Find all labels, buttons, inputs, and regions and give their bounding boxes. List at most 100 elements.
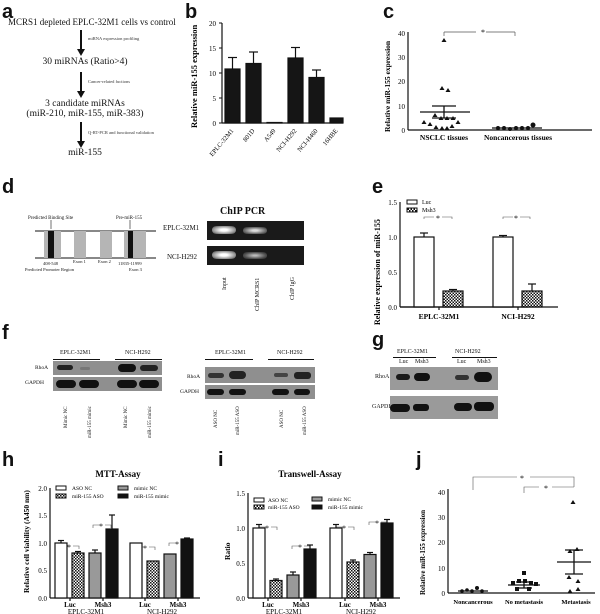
svg-text:Msh3: Msh3 (370, 601, 387, 609)
svg-text:20: 20 (209, 20, 217, 28)
chip-row-2: NCI-H292 (167, 253, 197, 261)
svg-text:miR-155 ASO: miR-155 ASO (72, 494, 104, 500)
svg-text:1.0: 1.0 (388, 234, 397, 242)
panel-h-letter: h (2, 449, 15, 471)
svg-text:0.0: 0.0 (236, 595, 245, 603)
f2-lane-3: ASO NC (280, 409, 285, 428)
g-row-rhoa: RhoA (375, 374, 390, 380)
svg-text:Ratio: Ratio (223, 542, 232, 560)
range-2-label: 11835-11999 (118, 261, 142, 266)
svg-text:Msh3: Msh3 (422, 208, 436, 214)
svg-text:*: * (544, 484, 548, 493)
svg-text:15: 15 (209, 45, 217, 53)
svg-text:NCI-H292: NCI-H292 (147, 608, 177, 614)
svg-text:Luc: Luc (422, 200, 432, 206)
flow-step-3-line-1: 3 candidate miRNAs (45, 99, 125, 109)
svg-text:miR-155 mimic: miR-155 mimic (328, 505, 364, 511)
svg-text:NCI-H460: NCI-H460 (296, 128, 319, 154)
f1-row-rhoa: RhoA (35, 365, 49, 371)
f2-lane-4: miR-155 ASO (303, 406, 308, 435)
panel-h-bar-chart: MTT-Assay Relative cell viability (A450 … (22, 469, 200, 614)
svg-text:miR-155 mimic: miR-155 mimic (134, 494, 170, 500)
g-lane-1: Luc (399, 359, 409, 365)
f2-row-rhoa: RhoA (187, 374, 201, 380)
svg-text:1.5: 1.5 (388, 199, 397, 207)
f2-lane-2: miR-155 ASO (236, 406, 241, 435)
flow-step-3-line-2: (miR-210, miR-155, miR-383) (26, 109, 144, 119)
svg-text:Metastasis: Metastasis (561, 599, 591, 606)
exon-1-label: Exon 1 (73, 259, 86, 264)
svg-text:Luc: Luc (139, 601, 151, 609)
svg-text:10: 10 (209, 70, 217, 78)
svg-text:30: 30 (398, 54, 406, 62)
svg-text:0: 0 (442, 590, 446, 598)
flow-step-4: miR-155 (68, 148, 102, 158)
panel-j-scatter-chart: Relative miR-155 expression 0 10 20 30 40 * *… (419, 474, 595, 606)
panel-e-bar-chart: Relative expression of miR-155 0.0 0.5 1.0… (373, 199, 558, 325)
pre-mir-label: Pre-miR-155 (116, 216, 143, 221)
binding-site-label: Predicted Binding Site (28, 216, 74, 221)
g-lane-4: Msh3 (477, 359, 491, 365)
svg-text:NCI-H292: NCI-H292 (275, 128, 298, 154)
f1-lane-4: miR-155 mimic (148, 406, 153, 438)
chip-row-1: EPLC-32M1 (163, 224, 200, 232)
svg-text:Noncancerous: Noncancerous (453, 599, 493, 606)
chip-title: ChIP PCR (220, 206, 266, 217)
panel-j-letter: j (416, 449, 422, 471)
svg-text:*: * (265, 524, 269, 533)
panel-c-letter: c (383, 1, 395, 23)
svg-text:Relative cell viability (A450: Relative cell viability (A450 nm) (22, 490, 31, 593)
svg-text:1.0: 1.0 (236, 525, 245, 533)
svg-text:EPLC-32M1: EPLC-32M1 (419, 312, 460, 321)
svg-text:20: 20 (398, 78, 406, 86)
svg-text:10: 10 (398, 103, 406, 111)
svg-text:Luc: Luc (64, 601, 76, 609)
svg-text:Relative miR-155 expression: Relative miR-155 expression (383, 40, 392, 132)
svg-text:10: 10 (438, 565, 446, 573)
svg-text:NCI-H292: NCI-H292 (501, 312, 535, 321)
panel-a-letter: a (2, 1, 14, 23)
svg-text:Luc: Luc (339, 601, 351, 609)
flow-step-2: 30 miRNAs (Ratio>4) (42, 57, 128, 67)
svg-text:*: * (342, 524, 346, 533)
flow-arrow-3 (77, 122, 85, 148)
svg-text:2.0: 2.0 (38, 485, 47, 493)
svg-text:Luc: Luc (262, 601, 274, 609)
svg-text:1.5: 1.5 (38, 512, 47, 520)
chip-lane-igg: ChIP IgG (290, 277, 296, 300)
promoter-label: Predicted Promoter Region (25, 267, 74, 272)
svg-text:*: * (298, 543, 302, 552)
flow-step-1: MCRS1 depleted EPLC-32M1 cells vs contro… (8, 17, 176, 27)
svg-text:*: * (99, 522, 103, 531)
svg-text:0.5: 0.5 (236, 560, 245, 568)
panel-d-letter: d (2, 176, 15, 198)
range-1-label: 408-548 (43, 261, 58, 266)
exon-3-label: Exon 3 (129, 267, 142, 272)
panel-i-letter: i (218, 449, 224, 471)
svg-text:NCI-H292: NCI-H292 (346, 608, 376, 614)
f1-group-2: NCI-H292 (125, 350, 151, 356)
f2-group-1: EPLC-32M1 (215, 350, 247, 356)
f1-lane-1: Mimic NC (64, 406, 69, 428)
svg-text:*: * (67, 543, 71, 552)
f2-lane-1: ASO NC (214, 409, 219, 428)
svg-text:Relative miR-155 expression: Relative miR-155 expression (419, 510, 427, 595)
svg-text:ASO NC: ASO NC (72, 486, 92, 492)
svg-text:0.0: 0.0 (388, 304, 397, 312)
svg-text:1.0: 1.0 (38, 540, 47, 548)
svg-text:5: 5 (213, 95, 217, 103)
svg-text:40: 40 (438, 489, 446, 497)
chip-lane-mcrs1: ChIP MCRS1 (255, 277, 261, 311)
chip-lane-input: Input (222, 277, 228, 290)
svg-text:ASO NC: ASO NC (268, 498, 288, 504)
svg-text:*: * (436, 214, 440, 223)
panel-i-bar-chart: Transwell-Assay Ratio 0.0 0.5 1.0 1.5 ASO N… (223, 469, 400, 614)
svg-text:EPLC-32M1: EPLC-32M1 (266, 608, 303, 614)
svg-text:Noncancerous tissues: Noncancerous tissues (484, 133, 552, 142)
flow-arrow-1 (77, 30, 85, 56)
svg-text:*: * (375, 519, 379, 528)
g-row-gapdh: GAPDH (372, 404, 393, 410)
panel-e-letter: e (372, 176, 384, 198)
svg-text:Msh3: Msh3 (170, 601, 187, 609)
